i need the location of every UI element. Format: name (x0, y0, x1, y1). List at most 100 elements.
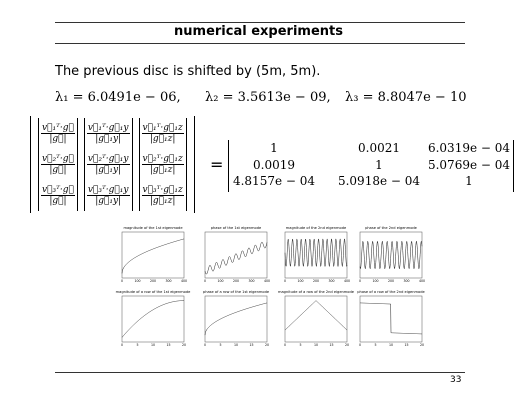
plot-frame (204, 295, 268, 343)
x-tick-label: 20 (265, 343, 269, 347)
fraction: v⃗₂ᵀ·g⃗₁z |g⃗₁z| (141, 149, 184, 180)
curve (359, 302, 423, 335)
x-tick-label: 10 (234, 343, 238, 347)
x-tick-label: 400 (419, 279, 425, 283)
numerator: v⃗₂ᵀ·g⃗₁z (141, 154, 184, 165)
fraction: v⃗₃ᵀ·g⃗₁y |g⃗₁y| (86, 180, 130, 211)
x-tick-label: 100 (134, 279, 140, 283)
matrix-column: v⃗₁ᵀ·g⃗₁z |g⃗₁z| v⃗₂ᵀ·g⃗₁z |g⃗₁z| v⃗₃ᵀ·g⃗₁z |… (138, 118, 187, 211)
matrix-cell: 6.0319e − 04 (427, 141, 511, 155)
x-tick-label: 20 (345, 343, 349, 347)
curve (284, 300, 348, 331)
curve (121, 238, 185, 274)
fraction: v⃗₂ᵀ·g⃗₁y |g⃗₁y| (86, 149, 130, 180)
x-tick-label: 5 (374, 343, 376, 347)
x-tick-label: 10 (151, 343, 155, 347)
plot-frame (121, 231, 185, 279)
equals-sign: = (210, 155, 224, 174)
eigenvalue: λ₂ = 3.5613e − 09, (205, 90, 331, 105)
curve (359, 240, 423, 270)
x-tick-label: 20 (420, 343, 424, 347)
right-matrix: 1 0.0021 6.0319e − 04 0.0019 1 5.0769e − 04 4.… (228, 140, 514, 192)
x-tick-label: 300 (248, 279, 254, 283)
numerator: v⃗₁ᵀ·g⃗₁z (141, 123, 184, 134)
numerator: v⃗₃ᵀ·g⃗₁y (86, 185, 130, 196)
denominator: |g⃗₁z| (149, 134, 176, 144)
x-tick-label: 400 (181, 279, 187, 283)
x-tick-label: 15 (249, 343, 253, 347)
plot-frame (284, 231, 348, 279)
numerator: v⃗₂ᵀ·g⃗ (41, 154, 75, 165)
numerator: v⃗₃ᵀ·g⃗₁z (141, 185, 184, 196)
x-tick-label: 100 (217, 279, 223, 283)
eigenvalue: λ₃ = 8.8047e − 10 (345, 90, 467, 105)
plot-frame (359, 231, 423, 279)
x-tick-label: 15 (404, 343, 408, 347)
matrix-cell: 5.0918e − 04 (337, 174, 421, 188)
x-tick-label: 200 (388, 279, 394, 283)
slide-title: numerical experiments (174, 24, 343, 39)
intro-text: The previous disc is shifted by (5m, 5m)… (55, 64, 321, 79)
x-tick-label: 300 (403, 279, 409, 283)
matrix-cell: 4.8157e − 04 (232, 174, 316, 188)
matrix-cell: 5.0769e − 04 (427, 157, 511, 172)
fraction: v⃗₁ᵀ·g⃗₁z |g⃗₁z| (141, 118, 184, 149)
denominator: |g⃗₁y| (95, 134, 122, 144)
denominator: |g⃗| (49, 165, 67, 175)
x-tick-label: 5 (219, 343, 221, 347)
fraction: v⃗₃ᵀ·g⃗ |g⃗| (41, 180, 75, 211)
x-tick-label: 0 (121, 279, 123, 283)
matrix-cell: 1 (465, 174, 473, 188)
denominator: |g⃗₁z| (149, 165, 176, 175)
matrix-cell: 0.0019 (253, 157, 295, 172)
curve (284, 238, 348, 268)
numerator: v⃗₁ᵀ·g⃗₁y (86, 123, 130, 134)
x-tick-label: 0 (359, 343, 361, 347)
x-tick-label: 200 (233, 279, 239, 283)
x-tick-label: 5 (136, 343, 138, 347)
x-tick-label: 100 (297, 279, 303, 283)
x-tick-label: 0 (284, 279, 286, 283)
matrix-cell: 1 (270, 141, 278, 155)
x-tick-label: 200 (313, 279, 319, 283)
matrix-cell: 0.0021 (358, 141, 400, 155)
x-tick-label: 0 (284, 343, 286, 347)
figure-title: magnitude of the 2nd eigenmode (286, 226, 347, 230)
x-tick-label: 400 (344, 279, 350, 283)
figure-title: magnitude of the 1st eigenmode (123, 226, 183, 230)
x-tick-label: 10 (389, 343, 393, 347)
plot-frame (121, 295, 185, 343)
fraction: v⃗₃ᵀ·g⃗₁z |g⃗₁z| (141, 180, 184, 211)
page-number: 33 (450, 375, 462, 385)
numerator: v⃗₂ᵀ·g⃗₁y (86, 154, 130, 165)
denominator: |g⃗₁z| (149, 196, 176, 206)
plot-frame (284, 295, 348, 343)
x-tick-label: 300 (328, 279, 334, 283)
curve (204, 241, 268, 275)
x-tick-label: 0 (204, 343, 206, 347)
curve (121, 300, 184, 338)
eigenvalue: λ₁ = 6.0491e − 06, (55, 90, 181, 105)
figure-title: magnitude of a row of the 2nd eigenmode (278, 290, 355, 294)
x-tick-label: 100 (372, 279, 378, 283)
figure-title: phase of a row of the 1st eigenmode (203, 290, 270, 294)
numerator: v⃗₁ᵀ·g⃗ (41, 123, 75, 134)
matrix-cell: 1 (375, 157, 383, 172)
left-matrix: v⃗₁ᵀ·g⃗ |g⃗| v⃗₂ᵀ·g⃗ |g⃗| v⃗₃ᵀ·g⃗ |g⃗| v⃗₁ᵀ·g⃗… (30, 116, 195, 213)
numerator: v⃗₃ᵀ·g⃗ (41, 185, 75, 196)
x-tick-label: 5 (299, 343, 301, 347)
denominator: |g⃗| (49, 196, 67, 206)
x-tick-label: 15 (166, 343, 170, 347)
denominator: |g⃗| (49, 134, 67, 144)
x-tick-label: 20 (182, 343, 186, 347)
x-tick-label: 15 (329, 343, 333, 347)
matrix-column: v⃗₁ᵀ·g⃗₁y |g⃗₁y| v⃗₂ᵀ·g⃗₁y |g⃗₁y| v⃗₃ᵀ·g⃗₁y |… (83, 118, 133, 211)
x-tick-label: 10 (314, 343, 318, 347)
plot-frame (359, 295, 423, 343)
figure-title: phase of a row of the 2nd eigenmode (357, 290, 425, 294)
x-tick-label: 0 (204, 279, 206, 283)
x-tick-label: 400 (264, 279, 270, 283)
plot-frame (204, 231, 268, 279)
